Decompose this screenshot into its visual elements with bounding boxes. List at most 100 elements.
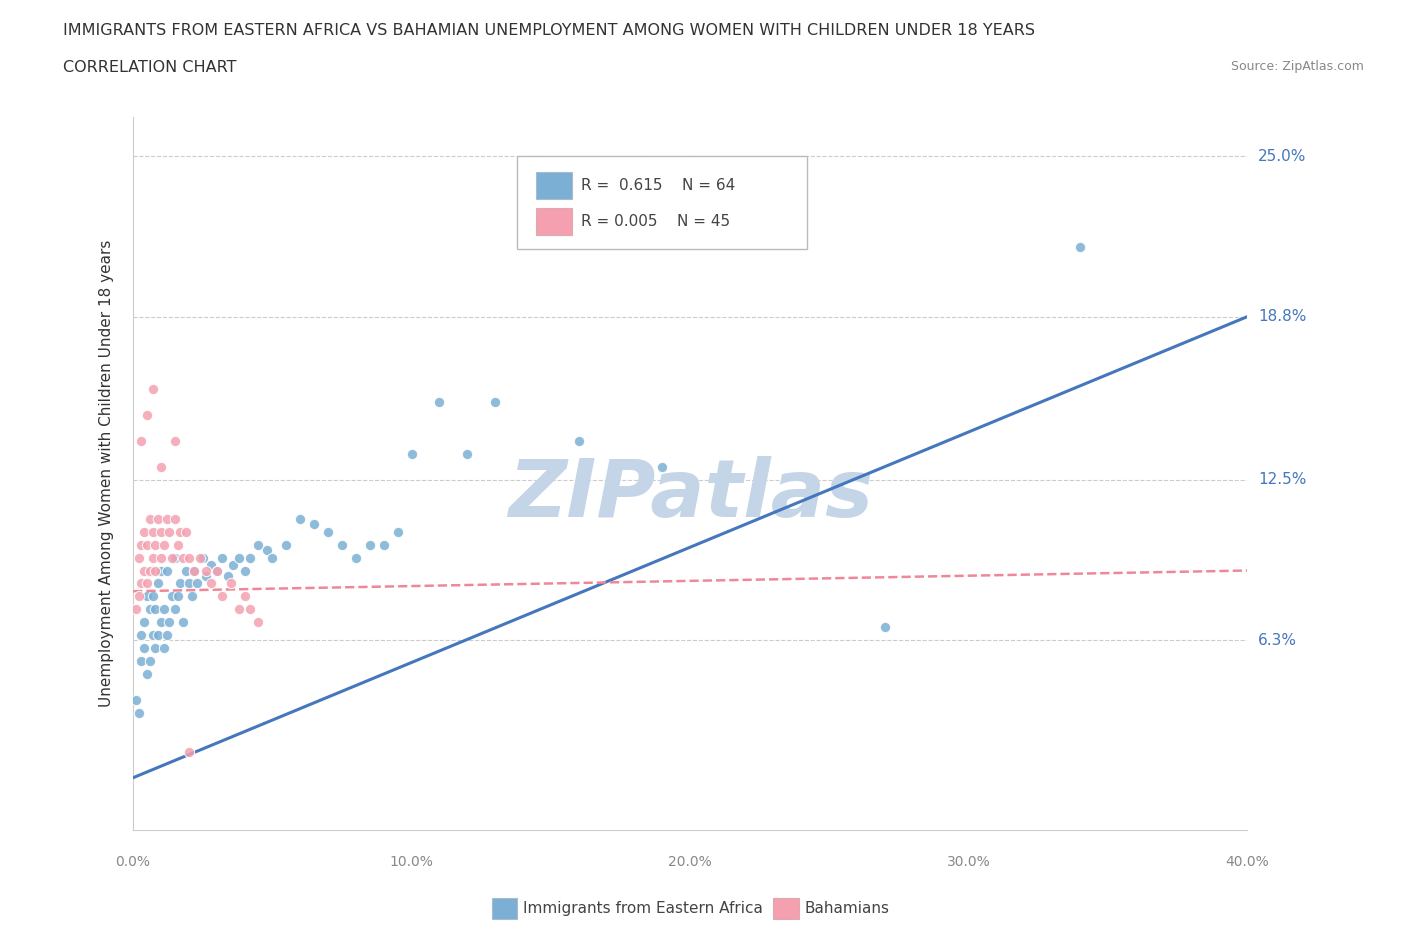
Text: Immigrants from Eastern Africa: Immigrants from Eastern Africa [523, 901, 763, 916]
Text: 0.0%: 0.0% [115, 855, 150, 869]
Point [139, 512, 162, 526]
Point [142, 525, 165, 539]
Point [136, 576, 159, 591]
Point [155, 563, 177, 578]
Point [219, 576, 242, 591]
Point [177, 576, 200, 591]
Point [149, 563, 172, 578]
Text: 12.5%: 12.5% [1258, 472, 1306, 487]
Text: 6.3%: 6.3% [1258, 633, 1298, 648]
Point [875, 620, 897, 635]
Point [177, 551, 200, 565]
Point [194, 568, 217, 583]
Point [239, 551, 262, 565]
Point [148, 628, 170, 643]
Point [233, 589, 256, 604]
Point [128, 551, 150, 565]
Text: ZIPatlas: ZIPatlas [508, 456, 873, 534]
Point [166, 538, 188, 552]
Point [188, 551, 211, 565]
Point [139, 654, 162, 669]
Point [316, 525, 339, 539]
Point [139, 602, 162, 617]
Point [155, 512, 177, 526]
Point [131, 576, 153, 591]
Text: 10.0%: 10.0% [389, 855, 433, 869]
Point [211, 589, 233, 604]
Point [456, 446, 478, 461]
Point [262, 551, 284, 565]
Point [149, 551, 172, 565]
Point [256, 542, 278, 557]
Point [152, 538, 174, 552]
Bar [537, 207, 572, 234]
Point [125, 693, 148, 708]
Point [163, 433, 186, 448]
Point [373, 538, 395, 552]
Point [344, 551, 367, 565]
Point [128, 706, 150, 721]
Point [228, 551, 250, 565]
Point [136, 667, 159, 682]
Point [142, 589, 165, 604]
Point [145, 641, 167, 656]
Point [191, 551, 214, 565]
Point [134, 563, 156, 578]
Point [142, 551, 165, 565]
Point [136, 589, 159, 604]
Point [568, 433, 591, 448]
Point [401, 446, 423, 461]
Text: 30.0%: 30.0% [946, 855, 990, 869]
Point [134, 615, 156, 630]
Point [200, 576, 222, 591]
Point [1069, 239, 1091, 254]
Point [169, 525, 191, 539]
Point [142, 382, 165, 397]
Point [145, 538, 167, 552]
Point [131, 654, 153, 669]
Point [160, 551, 183, 565]
Text: Source: ZipAtlas.com: Source: ZipAtlas.com [1230, 60, 1364, 73]
Point [172, 551, 194, 565]
Point [128, 589, 150, 604]
Point [136, 407, 159, 422]
Point [290, 512, 312, 526]
Text: 40.0%: 40.0% [1225, 855, 1270, 869]
Point [239, 602, 262, 617]
Point [163, 602, 186, 617]
Point [136, 538, 159, 552]
Point [233, 563, 256, 578]
Text: 18.8%: 18.8% [1258, 309, 1306, 325]
Text: 25.0%: 25.0% [1258, 149, 1306, 164]
Y-axis label: Unemployment Among Women with Children Under 18 years: Unemployment Among Women with Children U… [100, 240, 114, 707]
Point [222, 558, 245, 573]
Point [157, 525, 180, 539]
Point [186, 576, 208, 591]
Point [149, 525, 172, 539]
Point [166, 589, 188, 604]
Point [125, 602, 148, 617]
Point [180, 589, 202, 604]
Point [174, 525, 197, 539]
Bar [537, 172, 572, 199]
Point [131, 628, 153, 643]
Point [330, 538, 353, 552]
Point [359, 538, 381, 552]
Point [194, 563, 217, 578]
Point [177, 744, 200, 759]
Point [149, 615, 172, 630]
Point [142, 628, 165, 643]
Point [217, 568, 239, 583]
Point [148, 512, 170, 526]
Text: IMMIGRANTS FROM EASTERN AFRICA VS BAHAMIAN UNEMPLOYMENT AMONG WOMEN WITH CHILDRE: IMMIGRANTS FROM EASTERN AFRICA VS BAHAMI… [63, 23, 1035, 38]
Point [134, 641, 156, 656]
Text: CORRELATION CHART: CORRELATION CHART [63, 60, 236, 75]
Point [145, 602, 167, 617]
Point [651, 459, 673, 474]
Text: 20.0%: 20.0% [668, 855, 711, 869]
FancyBboxPatch shape [517, 156, 807, 249]
Point [145, 563, 167, 578]
Point [247, 538, 270, 552]
Point [183, 563, 205, 578]
Point [163, 512, 186, 526]
